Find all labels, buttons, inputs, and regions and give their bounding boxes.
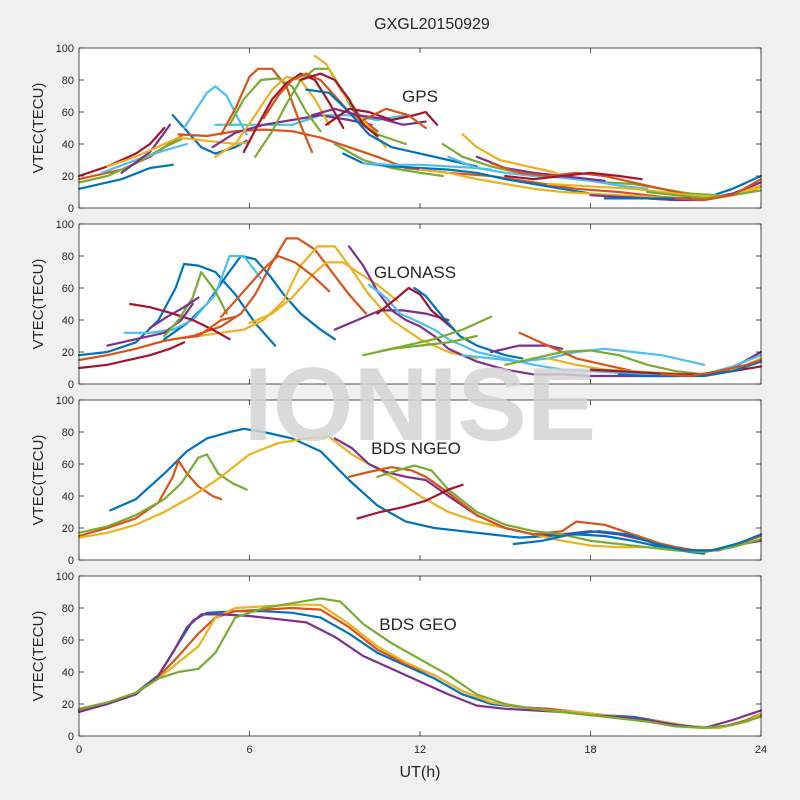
series-line-20 <box>362 334 478 357</box>
panel-label: BDS NGEO <box>371 439 461 458</box>
y-axis-label: VTEC(TECU) <box>30 259 47 350</box>
series-line-1 <box>77 163 174 190</box>
series-line-14 <box>228 77 322 133</box>
panel-1: 0 20 40 60 80 100 VTEC(TECU) GPS <box>30 43 763 215</box>
series-line-21 <box>305 88 478 168</box>
x-tick-label: 24 <box>755 744 767 756</box>
series-line-34 <box>504 171 643 181</box>
x-tick-label: 0 <box>76 744 82 756</box>
x-tick-label: 6 <box>246 744 252 756</box>
series-line-5 <box>171 245 478 360</box>
y-tick-label: 20 <box>62 347 74 359</box>
series-group <box>77 597 763 730</box>
y-tick-label: 40 <box>62 491 74 503</box>
x-tick-label: 12 <box>414 744 426 756</box>
series-line-4 <box>123 254 262 334</box>
y-tick-label: 60 <box>62 107 74 119</box>
y-tick-label: 40 <box>62 315 74 327</box>
y-tick-label: 100 <box>56 219 74 231</box>
y-tick-label: 40 <box>62 139 74 151</box>
series-line-4 <box>100 142 189 174</box>
series-line-20 <box>299 72 379 138</box>
y-tick-label: 100 <box>56 43 74 55</box>
series-line-1 <box>109 427 706 555</box>
series-line-6 <box>120 123 171 174</box>
series-line-8 <box>356 483 464 520</box>
y-tick-label: 80 <box>62 427 74 439</box>
series-line-23 <box>325 107 439 126</box>
y-tick-label: 60 <box>62 459 74 471</box>
series-line-5 <box>77 126 166 178</box>
panel-3: 0 20 40 60 80 100 VTEC(TECU) BDS NGEO <box>30 395 763 567</box>
y-tick-label: 0 <box>68 731 74 743</box>
y-tick-label: 40 <box>62 667 74 679</box>
y-tick-label: 60 <box>62 283 74 295</box>
series-line-3 <box>77 453 248 534</box>
chart-title: GXGL20150929 <box>374 16 490 33</box>
y-tick-label: 100 <box>56 395 74 407</box>
series-line-7 <box>77 341 186 370</box>
panel-label: GLONASS <box>374 263 456 282</box>
series-line-4 <box>77 613 763 730</box>
series-line-1 <box>77 262 277 357</box>
series-line-10 <box>163 270 228 338</box>
series-group <box>77 237 763 378</box>
series-group <box>77 427 763 555</box>
x-axis-label: UT(h) <box>400 764 441 781</box>
series-line-12 <box>211 114 373 149</box>
series-line-13 <box>171 315 237 341</box>
panel-4: 0 20 40 60 80 100 0 6 12 18 24 VTEC(TECU) BDS GEO <box>30 571 767 756</box>
y-tick-label: 20 <box>62 699 74 711</box>
series-line-7 <box>171 114 248 155</box>
y-tick-label: 80 <box>62 603 74 615</box>
y-tick-label: 80 <box>62 251 74 263</box>
panel-label: BDS GEO <box>379 615 456 634</box>
series-line-12 <box>220 254 331 318</box>
series-line-23 <box>518 331 635 373</box>
plot-area <box>79 576 761 736</box>
panel-label: GPS <box>402 87 438 106</box>
series-line-9 <box>106 302 194 347</box>
series-line-9 <box>512 530 763 552</box>
x-tick-label: 18 <box>584 744 596 756</box>
y-axis-label: VTEC(TECU) <box>30 83 47 174</box>
series-line-33 <box>489 162 692 197</box>
series-line-24 <box>362 107 427 130</box>
y-tick-label: 20 <box>62 523 74 535</box>
series-line-18 <box>413 286 524 360</box>
series-line-9 <box>183 85 248 136</box>
series-line-37 <box>646 189 763 200</box>
watermark: IONISE <box>244 347 597 463</box>
series-line-2 <box>77 459 223 538</box>
y-axis-label: VTEC(TECU) <box>30 435 47 526</box>
y-tick-label: 60 <box>62 635 74 647</box>
series-line-11 <box>148 296 200 330</box>
series-line-39 <box>674 178 763 202</box>
series-line-13 <box>220 67 314 154</box>
panel-2: 0 20 40 60 80 100 VTEC(TECU) GLONASS <box>30 219 763 391</box>
series-line-25 <box>333 142 444 178</box>
plot-area <box>79 48 761 208</box>
y-tick-label: 100 <box>56 571 74 583</box>
y-axis-label: VTEC(TECU) <box>30 611 47 702</box>
y-tick-label: 80 <box>62 75 74 87</box>
series-line-22 <box>489 344 564 354</box>
series-line-30 <box>461 133 558 174</box>
series-line-17 <box>376 286 456 331</box>
series-line-15 <box>333 309 450 331</box>
series-line-2 <box>77 237 368 362</box>
series-line-28 <box>660 358 763 378</box>
y-tick-label: 20 <box>62 171 74 183</box>
y-tick-label: 0 <box>68 203 74 215</box>
series-line-8 <box>177 128 706 202</box>
y-tick-label: 0 <box>68 555 74 567</box>
series-line-5 <box>77 597 763 730</box>
series-group <box>77 54 763 202</box>
series-line-36 <box>589 181 763 202</box>
series-line-15 <box>214 75 331 158</box>
y-tick-label: 0 <box>68 379 74 391</box>
